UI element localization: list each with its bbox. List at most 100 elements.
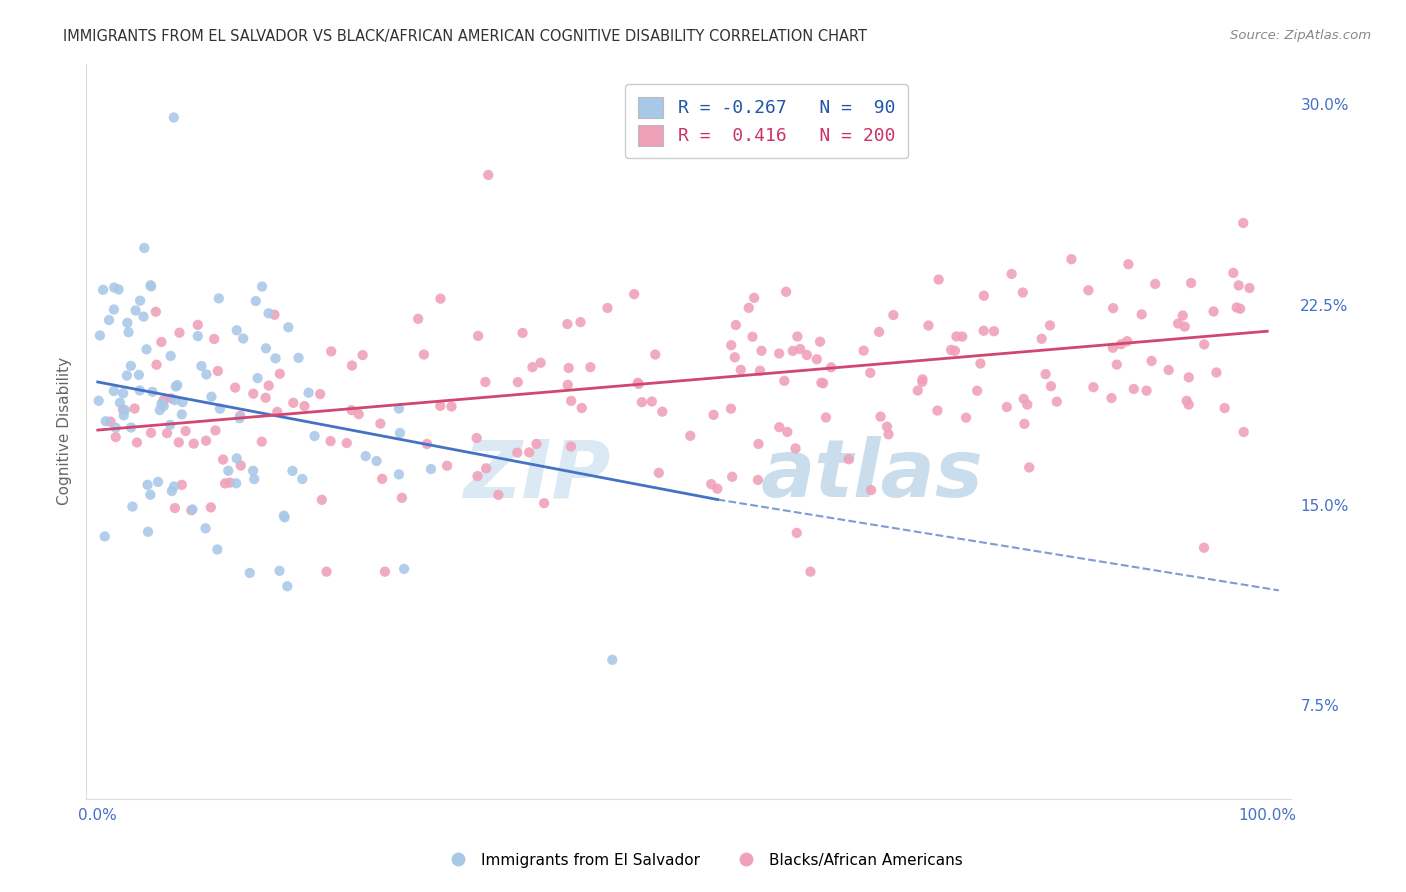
Point bbox=[631, 395, 654, 409]
Point bbox=[225, 476, 247, 491]
Point bbox=[1177, 370, 1199, 384]
Point bbox=[117, 325, 139, 339]
Point bbox=[1239, 281, 1261, 295]
Point bbox=[392, 562, 415, 576]
Point bbox=[207, 364, 229, 378]
Point bbox=[1039, 318, 1062, 333]
Point bbox=[132, 310, 155, 324]
Point bbox=[104, 430, 127, 444]
Point bbox=[94, 529, 117, 543]
Point bbox=[159, 349, 181, 363]
Point bbox=[149, 403, 172, 417]
Point bbox=[1222, 266, 1244, 280]
Point bbox=[281, 464, 304, 478]
Point bbox=[512, 326, 534, 340]
Point bbox=[150, 334, 173, 349]
Point bbox=[869, 409, 891, 424]
Point bbox=[139, 425, 162, 440]
Point bbox=[1175, 393, 1198, 408]
Point bbox=[751, 343, 773, 358]
Point bbox=[1226, 301, 1249, 315]
Text: ZIP: ZIP bbox=[463, 436, 610, 515]
Point bbox=[245, 293, 267, 308]
Point bbox=[229, 409, 252, 423]
Point bbox=[1017, 398, 1039, 412]
Point bbox=[648, 466, 671, 480]
Point bbox=[321, 344, 343, 359]
Point bbox=[202, 332, 225, 346]
Point bbox=[354, 449, 377, 463]
Point bbox=[1202, 304, 1225, 318]
Point bbox=[120, 420, 142, 434]
Point bbox=[187, 318, 209, 332]
Point bbox=[124, 303, 146, 318]
Point bbox=[212, 452, 235, 467]
Point bbox=[115, 368, 138, 383]
Point bbox=[786, 329, 808, 343]
Point bbox=[775, 285, 797, 299]
Point bbox=[336, 436, 359, 450]
Point bbox=[340, 359, 363, 373]
Point bbox=[530, 356, 553, 370]
Point bbox=[315, 565, 337, 579]
Point bbox=[104, 420, 127, 434]
Point bbox=[224, 381, 246, 395]
Point bbox=[200, 390, 222, 404]
Point bbox=[254, 391, 277, 405]
Point bbox=[152, 393, 174, 408]
Point bbox=[724, 351, 747, 365]
Point bbox=[877, 427, 900, 442]
Point bbox=[1105, 358, 1128, 372]
Point bbox=[156, 426, 179, 441]
Point bbox=[973, 289, 995, 303]
Point bbox=[1083, 380, 1105, 394]
Point bbox=[747, 473, 769, 487]
Point bbox=[139, 278, 162, 293]
Point bbox=[522, 360, 544, 375]
Point bbox=[204, 424, 226, 438]
Point bbox=[391, 491, 413, 505]
Point bbox=[467, 329, 489, 343]
Point bbox=[225, 323, 247, 337]
Point bbox=[87, 393, 110, 408]
Point bbox=[1205, 366, 1227, 380]
Point bbox=[557, 361, 579, 376]
Point bbox=[1014, 417, 1036, 431]
Point bbox=[517, 445, 540, 459]
Point bbox=[219, 475, 242, 490]
Point bbox=[309, 387, 332, 401]
Point bbox=[768, 346, 790, 360]
Point bbox=[440, 400, 463, 414]
Point bbox=[1122, 382, 1144, 396]
Point bbox=[190, 359, 212, 373]
Point bbox=[1046, 394, 1069, 409]
Point bbox=[103, 302, 125, 317]
Point bbox=[785, 442, 807, 456]
Point bbox=[596, 301, 619, 315]
Point bbox=[94, 414, 117, 428]
Point bbox=[1232, 216, 1254, 230]
Point bbox=[145, 305, 167, 319]
Point bbox=[160, 392, 183, 406]
Point bbox=[810, 376, 832, 390]
Point bbox=[465, 431, 488, 445]
Point bbox=[749, 364, 772, 378]
Point bbox=[579, 360, 602, 375]
Point bbox=[486, 488, 509, 502]
Point bbox=[207, 542, 229, 557]
Point bbox=[966, 384, 988, 398]
Point bbox=[263, 308, 285, 322]
Point bbox=[602, 653, 624, 667]
Point bbox=[166, 378, 188, 392]
Point bbox=[571, 401, 593, 415]
Point bbox=[782, 343, 804, 358]
Point bbox=[107, 283, 129, 297]
Point bbox=[627, 376, 650, 390]
Point bbox=[412, 347, 434, 361]
Point bbox=[911, 375, 934, 389]
Point bbox=[741, 330, 763, 344]
Point bbox=[169, 326, 191, 340]
Point bbox=[277, 320, 299, 334]
Point bbox=[298, 385, 321, 400]
Point bbox=[340, 403, 363, 417]
